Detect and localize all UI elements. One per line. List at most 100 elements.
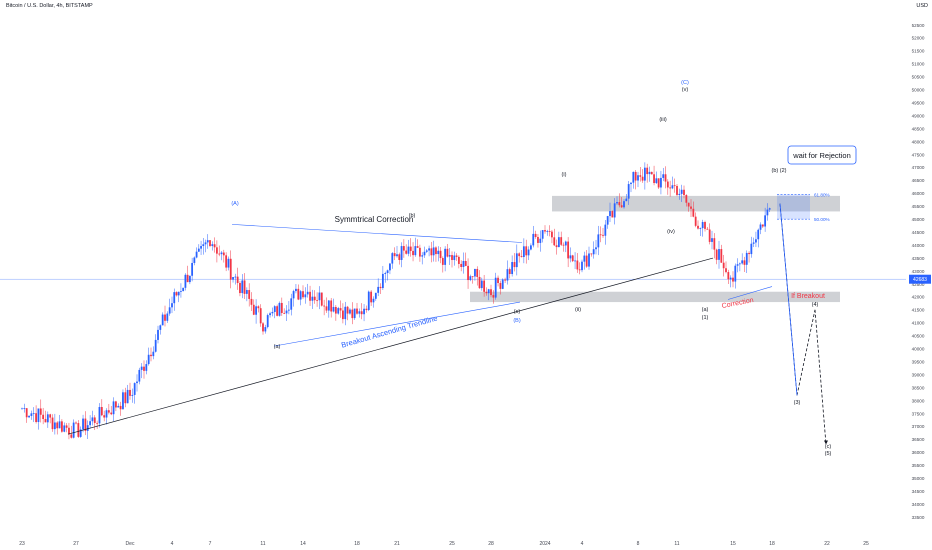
- candle-body: [299, 291, 302, 300]
- candle-body: [727, 272, 730, 280]
- candle-body: [567, 241, 570, 259]
- candle-body: [248, 290, 251, 299]
- candle-body: [91, 417, 94, 422]
- candle-body: [63, 425, 66, 432]
- candle-body: [325, 306, 328, 311]
- candle-body: [250, 298, 253, 305]
- candle-body: [678, 193, 681, 195]
- x-tick-label: 11: [260, 541, 265, 547]
- candle-body: [330, 300, 333, 312]
- y-tick-label: 39000: [912, 372, 925, 377]
- candle-body: [750, 243, 753, 255]
- candle-body: [363, 308, 365, 315]
- x-tick-label: 11: [674, 541, 679, 547]
- candle-body: [129, 389, 131, 396]
- lower-triangle-line: [273, 301, 521, 347]
- wave-label: (5): [825, 451, 832, 457]
- candle-body: [421, 255, 424, 257]
- y-tick-label: 43000: [912, 269, 925, 274]
- candle-body: [435, 247, 437, 255]
- fib-618-label: 61.80%: [814, 193, 830, 198]
- candle-body: [708, 229, 711, 242]
- current-price-badge: [909, 274, 931, 284]
- candle-body: [25, 408, 28, 418]
- candle-body: [232, 277, 234, 280]
- candle-body: [398, 254, 401, 260]
- candle-body: [182, 287, 185, 292]
- y-tick-label: 34500: [912, 489, 925, 494]
- wave-label: (ii): [575, 307, 581, 313]
- wave-label: (b) (2): [772, 168, 787, 174]
- candle-body: [639, 175, 642, 177]
- candle-body: [89, 421, 91, 426]
- candle-body: [23, 408, 26, 409]
- candle-body: [154, 339, 157, 352]
- projection-arrowhead: [824, 440, 828, 445]
- y-tick-label: 43500: [912, 256, 925, 261]
- wave-label: (1): [702, 315, 709, 321]
- candle-body: [430, 248, 433, 256]
- candle-body: [453, 255, 456, 261]
- candle-body: [222, 252, 225, 256]
- x-tick-label: 15: [730, 541, 736, 547]
- candle-body: [537, 236, 539, 243]
- candle-body: [131, 394, 134, 396]
- candle-body: [446, 248, 449, 257]
- candle-body: [485, 291, 488, 294]
- candle-body: [673, 185, 676, 187]
- candle-body: [136, 381, 138, 384]
- candle-body: [372, 298, 375, 303]
- y-tick-label: 48000: [912, 139, 925, 144]
- candle-body: [164, 314, 166, 321]
- x-tick-label: Dec: [126, 541, 135, 547]
- candle-body: [720, 249, 723, 263]
- candle-body: [96, 422, 99, 424]
- candle-body: [166, 313, 169, 321]
- candle-body: [557, 237, 560, 248]
- candle-body: [732, 277, 734, 282]
- candle-body: [292, 291, 295, 299]
- candle-body: [216, 247, 218, 254]
- y-tick-label: 49000: [912, 113, 925, 118]
- candle-body: [243, 280, 246, 294]
- wave-label: (a): [702, 307, 709, 313]
- candle-body: [220, 252, 223, 255]
- candle-body: [311, 296, 314, 301]
- candle-body: [738, 263, 741, 265]
- current-price-value: 42683: [913, 277, 927, 283]
- candle-body: [177, 291, 180, 296]
- candle-body: [588, 253, 590, 267]
- candle-body: [432, 247, 435, 256]
- candle-body: [72, 422, 75, 438]
- candle-body: [86, 425, 89, 431]
- y-tick-label: 42500: [912, 282, 925, 287]
- candle-body: [487, 289, 490, 294]
- x-tick-label: 2024: [539, 541, 550, 547]
- candle-body: [51, 417, 54, 430]
- candle-body: [664, 174, 667, 182]
- candle-body: [65, 425, 68, 428]
- candle-body: [632, 171, 635, 183]
- candle-body: [455, 255, 458, 257]
- candle-body: [460, 263, 463, 267]
- candle-body: [768, 208, 771, 210]
- x-tick-label: 25: [863, 541, 869, 547]
- candle-body: [704, 222, 706, 229]
- candle-body: [597, 234, 600, 248]
- candle-body: [61, 421, 63, 432]
- candle-body: [555, 245, 558, 248]
- candle-body: [46, 414, 49, 423]
- candle-body: [98, 407, 101, 424]
- candle-body: [360, 311, 363, 315]
- candle-body: [379, 286, 382, 289]
- symmetrical-correction-label: Symmtrical Correction: [335, 215, 414, 224]
- y-tick-label: 41500: [912, 308, 925, 313]
- wave-label: (b): [409, 213, 416, 219]
- candle-body: [124, 392, 127, 404]
- candle-body: [462, 261, 465, 267]
- fib-50-label: 50.00%: [814, 217, 830, 222]
- candle-body: [425, 250, 428, 252]
- candle-body: [245, 290, 248, 294]
- candle-body: [186, 274, 189, 283]
